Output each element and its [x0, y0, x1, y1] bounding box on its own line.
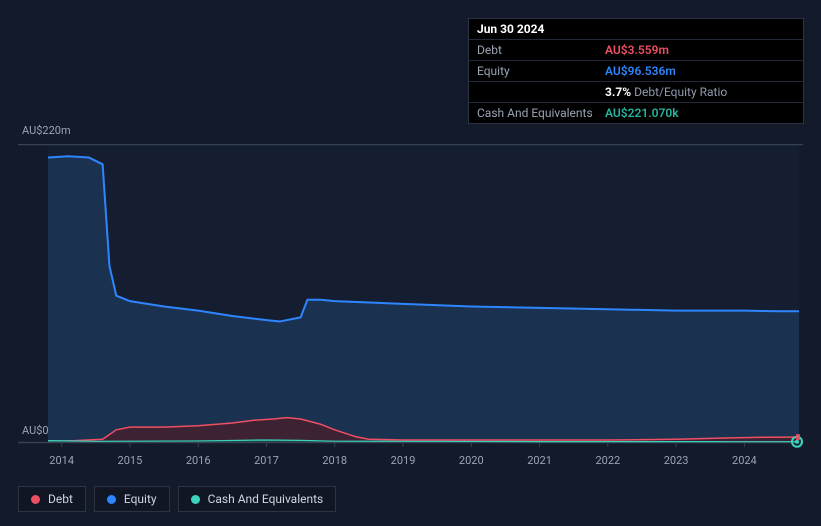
x-tick-label: 2021 — [527, 454, 552, 467]
tooltip-value: AU$96.536m — [605, 64, 676, 78]
x-tick-label: 2019 — [391, 454, 416, 467]
chart-container: Jun 30 2024 Debt AU$3.559m Equity AU$96.… — [0, 0, 821, 526]
x-axis: 2014 2015 2016 2017 2018 2019 2020 2021 2022 2023… — [18, 448, 803, 466]
x-tick-label: 2015 — [118, 454, 143, 467]
x-tick-label: 2016 — [186, 454, 211, 467]
chart-svg — [18, 144, 803, 466]
legend-dot-icon — [31, 495, 40, 504]
x-tick-label: 2017 — [254, 454, 279, 467]
tooltip-label: Cash And Equivalents — [477, 106, 605, 120]
chart-plot-area[interactable] — [18, 144, 803, 466]
tooltip-label: Debt — [477, 43, 605, 57]
legend-item-equity[interactable]: Equity — [94, 486, 170, 512]
legend-label: Debt — [48, 492, 73, 506]
tooltip-date: Jun 30 2024 — [477, 22, 544, 36]
tooltip-value: AU$221.070k — [605, 106, 679, 120]
tooltip-label: Equity — [477, 64, 605, 78]
x-tick-label: 2022 — [595, 454, 620, 467]
legend: Debt Equity Cash And Equivalents — [18, 486, 336, 512]
legend-label: Equity — [124, 492, 157, 506]
legend-dot-icon — [107, 495, 116, 504]
tooltip-label — [477, 85, 605, 99]
x-tick-label: 2020 — [459, 454, 484, 467]
hover-tooltip: Jun 30 2024 Debt AU$3.559m Equity AU$96.… — [468, 18, 804, 124]
tooltip-value: 3.7% Debt/Equity Ratio — [605, 85, 727, 99]
legend-item-cash[interactable]: Cash And Equivalents — [178, 486, 337, 512]
x-tick-label: 2014 — [49, 454, 74, 467]
tooltip-value: AU$3.559m — [605, 43, 669, 57]
x-tick-label: 2018 — [322, 454, 347, 467]
legend-item-debt[interactable]: Debt — [18, 486, 86, 512]
legend-label: Cash And Equivalents — [208, 492, 324, 506]
x-tick-label: 2023 — [664, 454, 689, 467]
x-tick-label: 2024 — [732, 454, 757, 467]
legend-dot-icon — [191, 495, 200, 504]
y-axis-label-top: AU$220m — [22, 124, 71, 137]
